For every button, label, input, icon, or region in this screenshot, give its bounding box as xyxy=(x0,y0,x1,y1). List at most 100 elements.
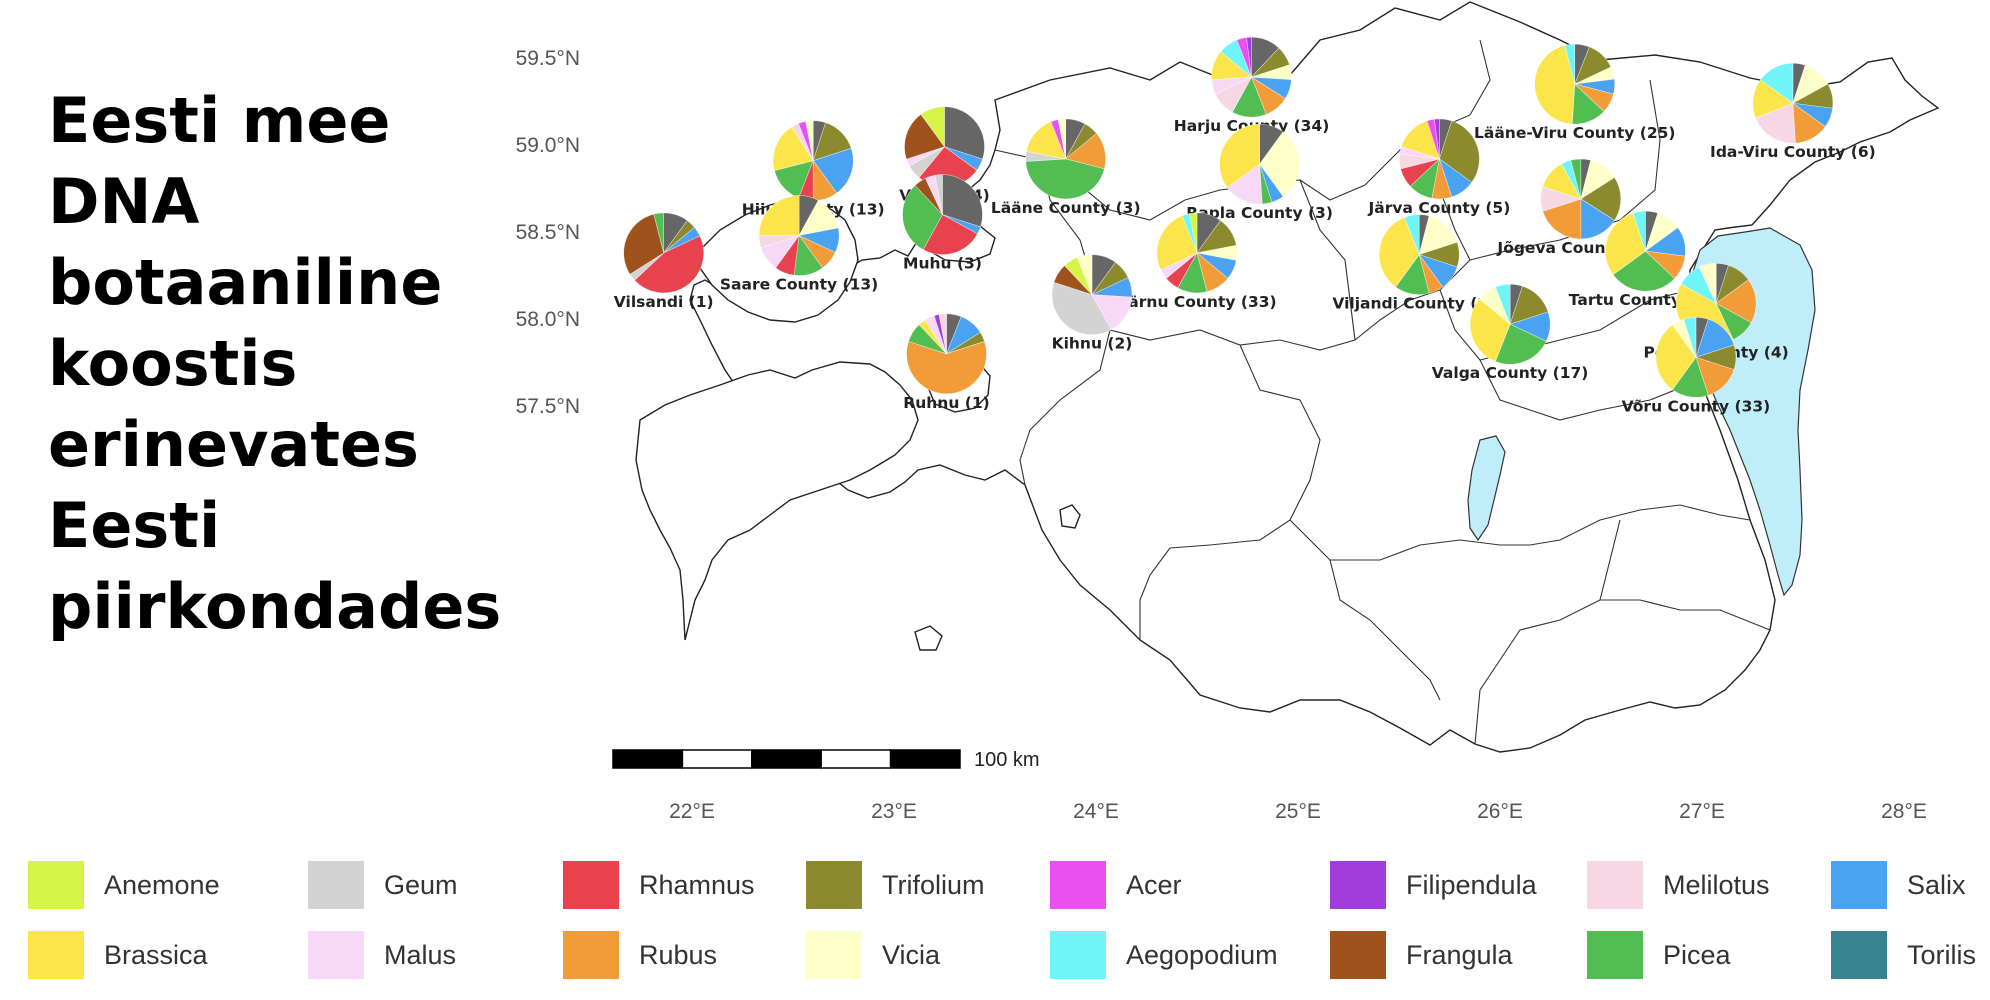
lat-tick-label: 58.5°N xyxy=(516,221,580,244)
legend-label: Rhamnus xyxy=(639,869,755,900)
lon-tick-label: 27°E xyxy=(1679,800,1725,823)
pie-slice-vicia xyxy=(805,120,814,161)
scale-bar-segment xyxy=(751,749,822,769)
region-pie: Ida-Viru County (6) xyxy=(1710,62,1876,161)
legend-label: Geum xyxy=(384,869,458,900)
scale-bar-segment xyxy=(612,749,684,769)
legend-swatch xyxy=(28,931,84,979)
pie-slice-vicia xyxy=(1057,118,1066,159)
region-pie: Jõgeva County (10) xyxy=(1496,158,1664,257)
pie-slice-trifolium xyxy=(1439,120,1480,183)
region-label: Pärnu County (33) xyxy=(1117,293,1276,311)
pie-slice-aegopodium xyxy=(1632,210,1646,252)
region-pie: Muhu (3) xyxy=(902,174,983,273)
pie-slice-brassica xyxy=(1605,212,1646,276)
region-label: Ida-Viru County (6) xyxy=(1710,143,1876,161)
legend-swatch xyxy=(1831,931,1887,979)
legend-swatch xyxy=(1330,861,1386,909)
region-pie: Järva County (5) xyxy=(1368,118,1511,217)
pie-slice-rubus xyxy=(906,341,987,395)
region-label: Järva County (5) xyxy=(1368,199,1511,217)
map-axes: 59.5°N 59.0°N 58.5°N 58.0°N 57.5°N 22°E 23°E 24… xyxy=(516,47,1927,823)
pie-slice-aegopodium xyxy=(1760,62,1794,104)
legend-swatch xyxy=(806,861,862,909)
pie-slice-geum xyxy=(934,174,943,215)
region-label: Viljandi County (28) xyxy=(1332,295,1506,313)
pie-charts: Harju County (34) Lääne-Viru County (25) I… xyxy=(614,36,1876,415)
legend-item-geum: Geum xyxy=(308,860,458,910)
pie-slice-picea xyxy=(1494,323,1547,365)
pie-slice-vicia xyxy=(1076,254,1093,295)
pie-slice-aegopodium xyxy=(1494,283,1511,325)
legend-swatch xyxy=(806,931,862,979)
map-land xyxy=(635,1,1940,753)
region-label: Ruhnu (1) xyxy=(903,394,989,412)
pie-slice-frangula xyxy=(904,113,945,160)
lon-tick-label: 23°E xyxy=(871,800,917,823)
region-pie: Kihnu (2) xyxy=(1052,254,1132,353)
region-pie: Viljandi County (28) xyxy=(1332,214,1506,313)
legend-item-picea: Picea xyxy=(1587,930,1731,980)
pie-slice-picea xyxy=(1612,250,1676,292)
legend-item-trifolium: Trifolium xyxy=(806,860,985,910)
legend-item-melilotus: Melilotus xyxy=(1587,860,1770,910)
region-pie: Harju County (34) xyxy=(1174,36,1329,135)
lon-tick-label: 25°E xyxy=(1275,800,1321,823)
region-label: Lääne County (3) xyxy=(991,199,1141,217)
scale-bar-segment xyxy=(889,749,961,769)
legend-item-vicia: Vicia xyxy=(806,930,940,980)
region-pie: Vilsandi (1) xyxy=(614,212,714,311)
legend-swatch xyxy=(1831,861,1887,909)
lat-tick-label: 59.0°N xyxy=(516,134,580,157)
region-pie: Lääne County (3) xyxy=(991,118,1141,217)
region-pie: Hiiu County (13) xyxy=(742,120,885,219)
legend-label: Aegopodium xyxy=(1126,939,1278,970)
legend-label: Acer xyxy=(1126,869,1182,900)
saaremaa-outline xyxy=(635,361,919,641)
legend-item-frangula: Frangula xyxy=(1330,930,1513,980)
map-title: Eesti mee DNA botaaniline koostis erinev… xyxy=(48,84,502,643)
lat-tick-label: 57.5°N xyxy=(516,395,580,418)
scale-bar-segment xyxy=(681,749,753,769)
legend: Anemone Brassica Geum Malus Rhamnus Rubus Trif… xyxy=(0,850,1990,1000)
pie-slice-melilotus xyxy=(1755,102,1796,144)
pie-slice-brassica xyxy=(1378,217,1420,288)
pie-slice-brassica xyxy=(1219,123,1260,189)
legend-swatch xyxy=(308,861,364,909)
legend-swatch xyxy=(1330,931,1386,979)
region-label: Muhu (3) xyxy=(903,255,982,273)
legend-label: Trifolium xyxy=(882,869,985,900)
legend-swatch xyxy=(308,931,364,979)
legend-swatch xyxy=(1050,861,1106,909)
legend-label: Rubus xyxy=(639,939,718,970)
pie-slice-salix xyxy=(812,147,854,194)
ruhnu-outline xyxy=(914,625,943,651)
legend-item-rhamnus: Rhamnus xyxy=(563,860,755,910)
legend-item-anemone: Anemone xyxy=(28,860,220,910)
legend-label: Torilis xyxy=(1907,939,1977,970)
region-pie: Ruhnu (1) xyxy=(903,313,990,412)
legend-item-salix: Salix xyxy=(1831,860,1966,910)
pie-slice-anemone xyxy=(920,106,945,148)
legend-label: Melilotus xyxy=(1663,869,1770,900)
legend-item-filipendula: Filipendula xyxy=(1330,860,1537,910)
legend-label: Frangula xyxy=(1406,939,1513,970)
legend-label: Brassica xyxy=(104,939,208,970)
legend-label: Salix xyxy=(1907,869,1966,900)
pie-slice-aegopodium xyxy=(1404,214,1420,255)
lake-vortsjarv xyxy=(1467,435,1506,542)
region-label: Valga County (17) xyxy=(1432,364,1589,382)
pie-slice-brassica xyxy=(1534,44,1576,125)
pie-slice-frangula xyxy=(623,213,665,275)
lon-tick-label: 28°E xyxy=(1881,800,1927,823)
region-label: Vilsandi (1) xyxy=(614,293,714,311)
scale-bar: 100 km xyxy=(612,749,1040,771)
legend-label: Vicia xyxy=(882,939,941,970)
pie-slice-picea xyxy=(653,212,665,253)
region-pie: Saare County (13) xyxy=(720,195,878,293)
pie-slice-brassica xyxy=(1655,324,1697,391)
pie-slice-other xyxy=(942,174,983,228)
pie-slice-filipendula xyxy=(1434,118,1440,159)
legend-item-rubus: Rubus xyxy=(563,930,717,980)
pie-slice-picea xyxy=(902,185,943,251)
